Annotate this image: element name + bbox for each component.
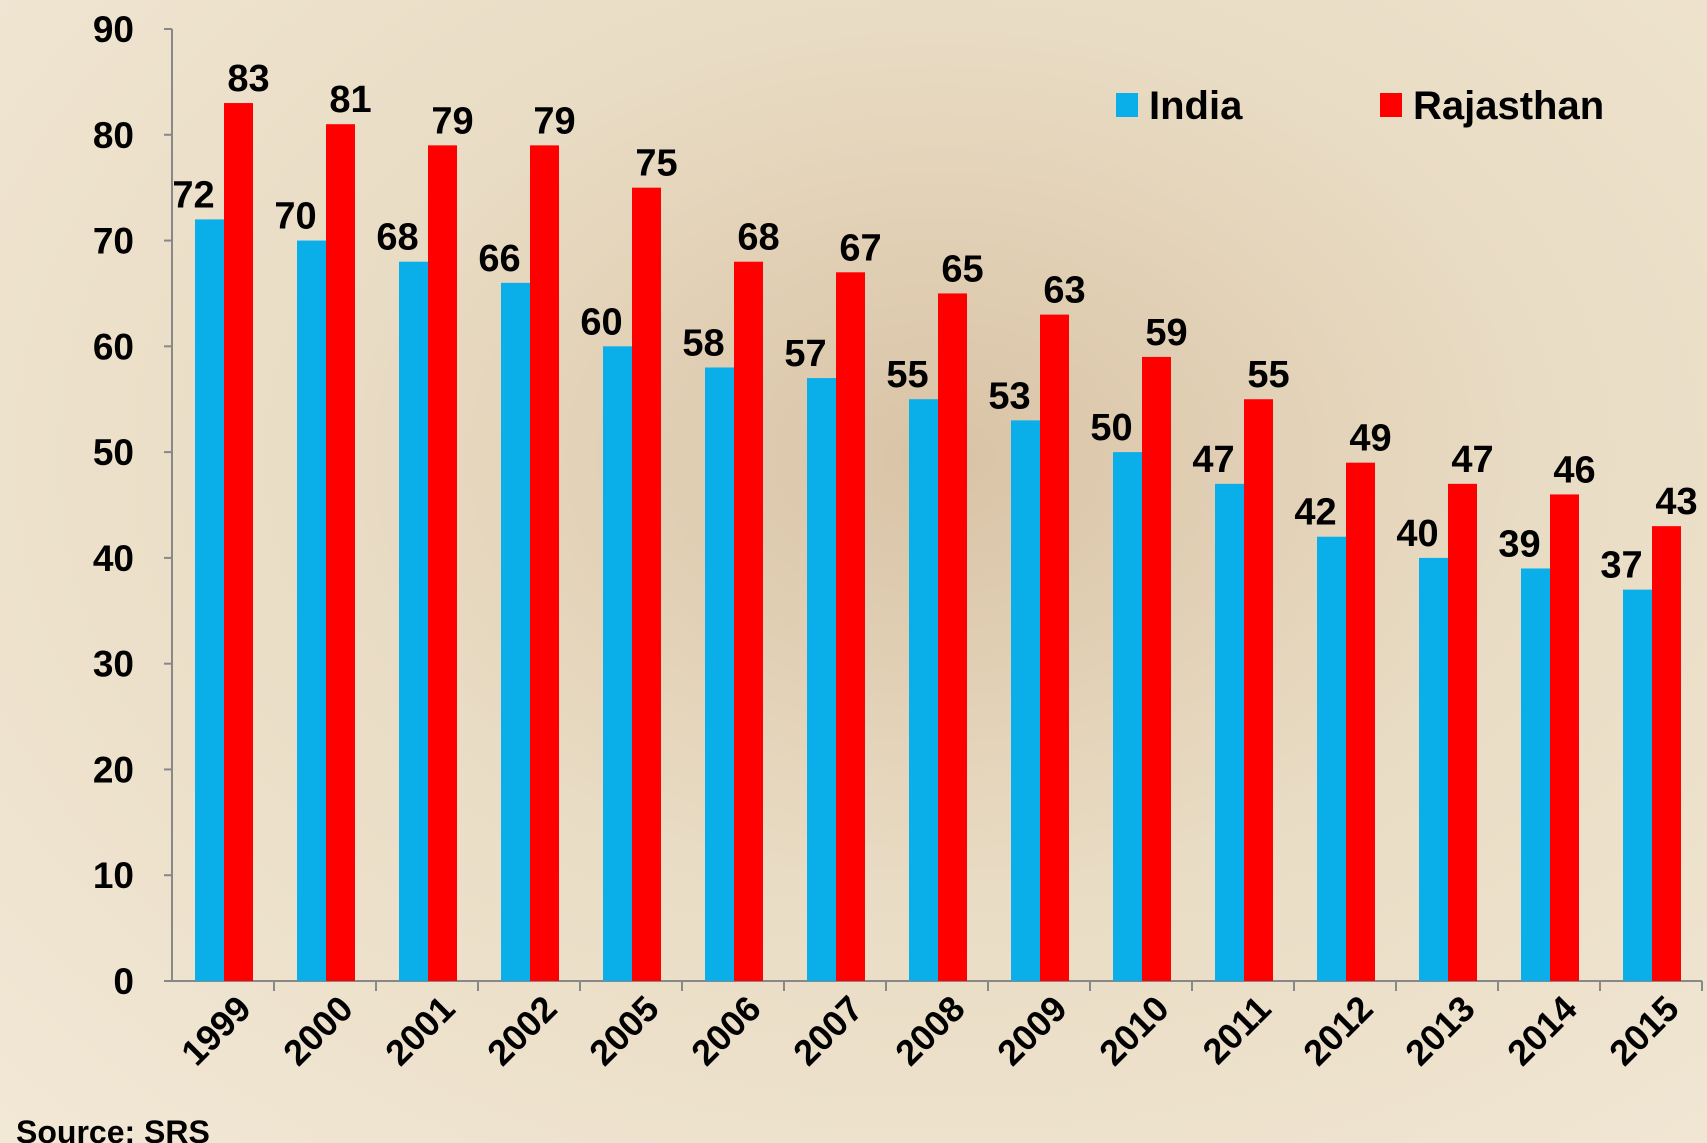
data-label: 49 — [1349, 418, 1391, 460]
data-label: 47 — [1451, 439, 1493, 481]
x-tick-label: 2014 — [1499, 988, 1585, 1074]
data-label: 79 — [431, 100, 473, 142]
x-tick-label: 2000 — [275, 988, 361, 1074]
legend-swatch — [1116, 93, 1138, 117]
source-note: Source: SRS — [16, 1114, 210, 1143]
bar — [501, 283, 530, 981]
bar — [1550, 494, 1579, 981]
data-label: 66 — [478, 238, 520, 280]
bar — [632, 188, 661, 981]
x-tick-label: 2002 — [479, 988, 565, 1074]
data-label: 60 — [580, 301, 622, 343]
y-tick-label: 70 — [93, 221, 134, 262]
bar — [1521, 568, 1550, 981]
data-label: 55 — [886, 354, 928, 396]
bar — [326, 124, 355, 981]
data-label: 75 — [635, 143, 677, 185]
y-tick-label: 10 — [93, 855, 134, 896]
y-tick-label: 0 — [113, 961, 134, 1002]
data-label: 63 — [1043, 270, 1085, 312]
x-tick-label: 2010 — [1091, 988, 1177, 1074]
chart: Source: SRS 0 10 20 30 40 50 60 70 80 90 1999 72 83 2… — [0, 0, 1707, 1143]
bar — [399, 262, 428, 981]
bar — [297, 241, 326, 981]
data-label: 67 — [839, 227, 881, 269]
data-label: 42 — [1294, 492, 1336, 534]
data-label: 70 — [274, 196, 316, 238]
data-label: 68 — [737, 217, 779, 259]
x-tick-label: 2013 — [1397, 988, 1483, 1074]
data-label: 55 — [1247, 354, 1289, 396]
data-label: 81 — [329, 79, 371, 121]
bar — [1419, 558, 1448, 981]
bar — [1040, 315, 1069, 981]
y-tick-label: 60 — [93, 326, 134, 367]
x-tick-label: 2012 — [1295, 988, 1381, 1074]
x-tick-label: 2015 — [1601, 988, 1687, 1074]
data-label: 65 — [941, 248, 983, 290]
data-label: 72 — [172, 174, 214, 216]
legend-swatch — [1380, 93, 1402, 117]
bar — [938, 293, 967, 981]
x-tick-label: 2001 — [377, 988, 463, 1074]
bar — [909, 399, 938, 981]
bar — [1113, 452, 1142, 981]
bar — [1448, 484, 1477, 981]
y-tick-label: 50 — [93, 432, 134, 473]
x-tick-label: 1999 — [173, 988, 259, 1074]
data-label: 37 — [1600, 545, 1642, 587]
bar — [1623, 590, 1652, 981]
bar — [603, 346, 632, 981]
bar — [836, 272, 865, 981]
page: {"chart_data": {"type": "bar", "categori… — [0, 0, 1707, 1143]
bar — [1652, 526, 1681, 981]
data-label: 43 — [1655, 481, 1697, 523]
bar — [195, 219, 224, 981]
bar — [807, 378, 836, 981]
bar — [1346, 463, 1375, 981]
data-label: 39 — [1498, 523, 1540, 565]
y-tick-label: 40 — [93, 538, 134, 579]
y-tick-label: 20 — [93, 749, 134, 790]
data-label: 53 — [988, 375, 1030, 417]
y-tick-label: 80 — [93, 115, 134, 156]
x-tick-label: 2007 — [785, 988, 871, 1074]
data-label: 79 — [533, 100, 575, 142]
legend-label: India — [1149, 84, 1243, 128]
x-tick-label: 2008 — [887, 988, 973, 1074]
data-label: 83 — [227, 58, 269, 100]
bar — [1244, 399, 1273, 981]
y-tick-label: 90 — [93, 9, 134, 50]
bar — [705, 367, 734, 981]
data-label: 57 — [784, 333, 826, 375]
bar — [428, 145, 457, 981]
bar — [1142, 357, 1171, 981]
x-tick-label: 2005 — [581, 988, 667, 1074]
bar — [1317, 537, 1346, 981]
bar — [734, 262, 763, 981]
legend-label: Rajasthan — [1413, 84, 1604, 128]
y-tick-label: 30 — [93, 644, 134, 685]
bar — [1215, 484, 1244, 981]
data-label: 59 — [1145, 312, 1187, 354]
data-label: 50 — [1090, 407, 1132, 449]
bar — [530, 145, 559, 981]
data-label: 58 — [682, 322, 724, 364]
data-label: 68 — [376, 217, 418, 259]
bar — [224, 103, 253, 981]
data-label: 40 — [1396, 513, 1438, 555]
bar — [1011, 420, 1040, 981]
x-tick-label: 2006 — [683, 988, 769, 1074]
x-tick-label: 2009 — [989, 988, 1075, 1074]
data-label: 47 — [1192, 439, 1234, 481]
data-label: 46 — [1553, 449, 1595, 491]
x-tick-label: 2011 — [1194, 988, 1278, 1072]
